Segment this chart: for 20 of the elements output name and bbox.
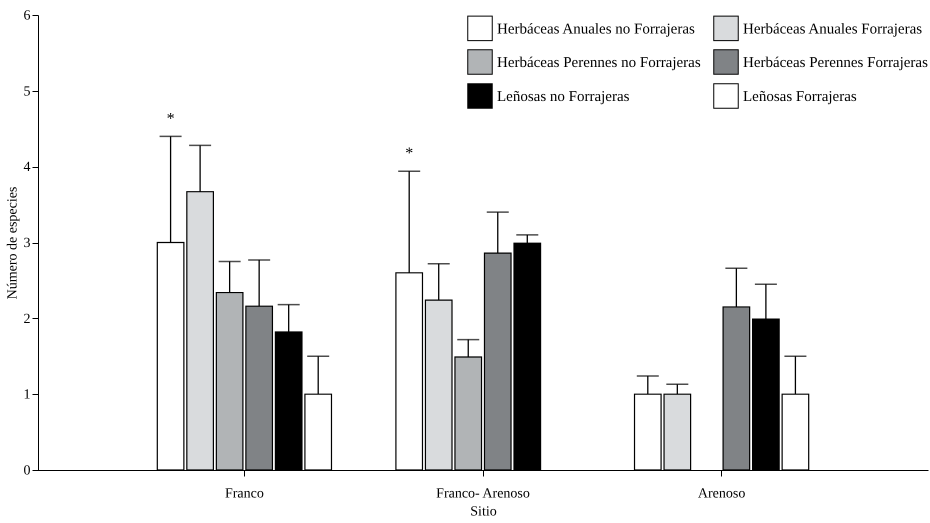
y-tick-label: 1: [24, 388, 30, 403]
annotation: *: [405, 145, 414, 162]
x-tick-label: Franco- Arenoso: [436, 486, 530, 502]
legend-label: Herbáceas Perennes no Forrajeras: [497, 55, 701, 71]
legend-label: Herbáceas Anuales no Forrajeras: [497, 21, 695, 38]
x-axis-title: Sitio: [470, 504, 497, 520]
legend-label: Leñosas no Forrajeras: [497, 89, 630, 105]
x-tick-label: Franco: [224, 486, 264, 502]
y-tick-label: 2: [24, 312, 30, 327]
y-tick-label: 5: [24, 84, 30, 100]
y-axis-title: Número de especies: [6, 186, 20, 300]
y-tick-label: 6: [24, 8, 30, 24]
y-tick-label: 0: [24, 464, 30, 478]
annotation: *: [166, 110, 175, 128]
legend-label: Herbáceas Perennes Forrajeras: [743, 55, 928, 71]
y-tick-label: 4: [24, 160, 30, 176]
legend-label: Leñosas Forrajeras: [743, 89, 857, 105]
legend-label: Herbáceas Anuales Forrajeras: [743, 21, 922, 38]
x-tick-label: Arenoso: [698, 486, 746, 502]
y-tick-label: 3: [24, 236, 30, 251]
